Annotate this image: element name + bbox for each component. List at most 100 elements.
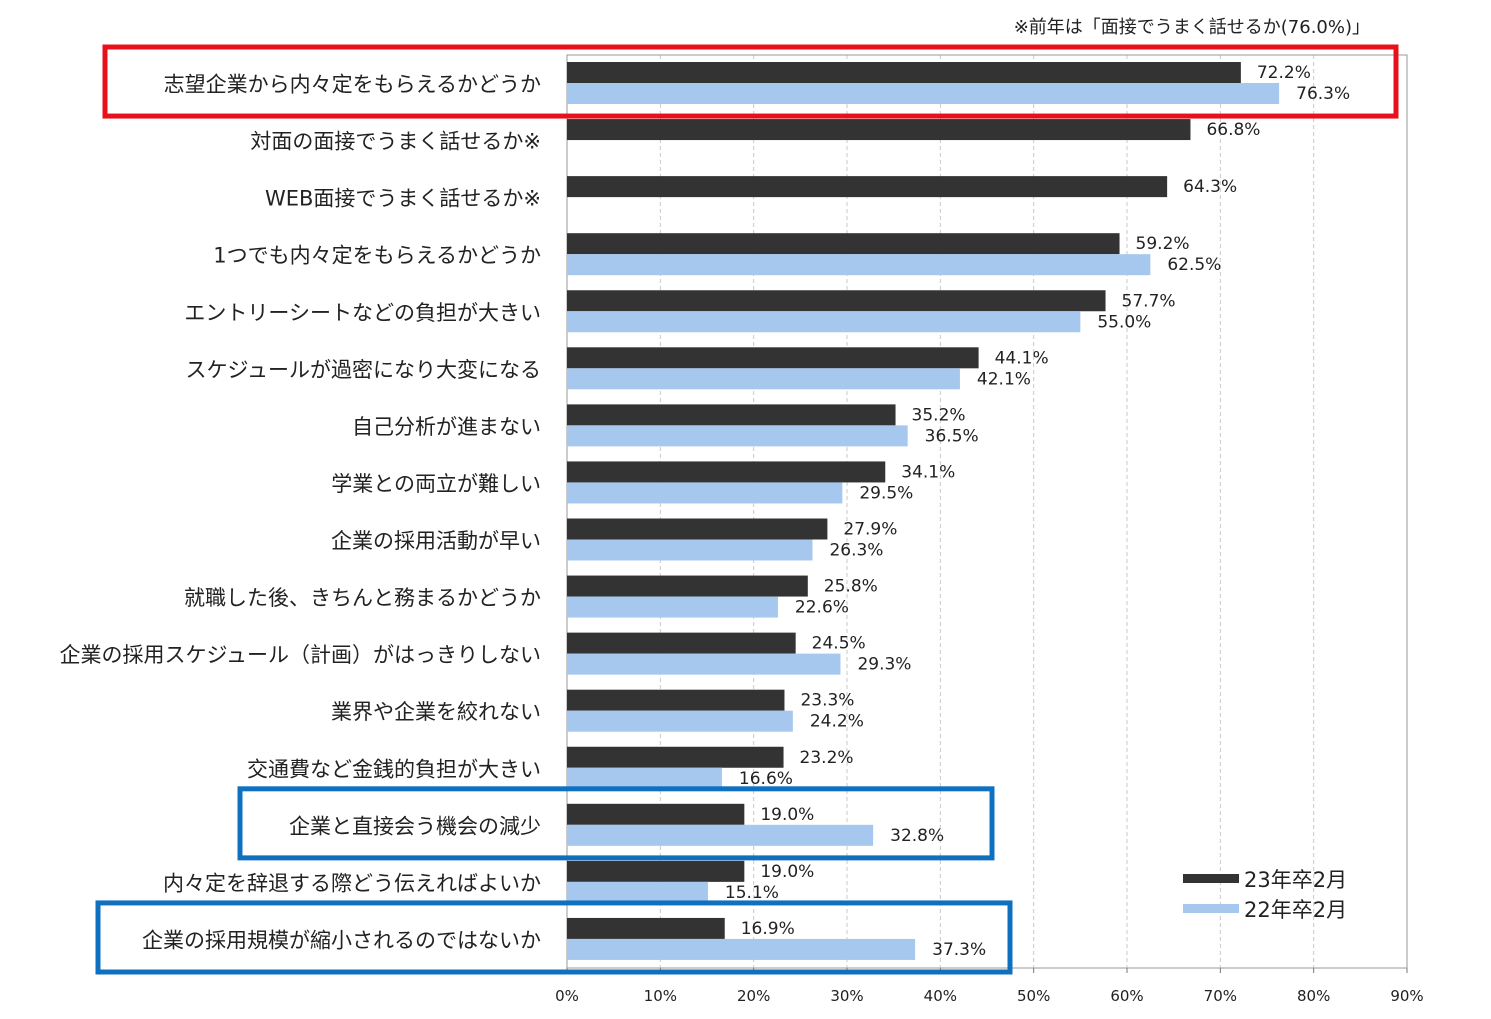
highlight-box — [95, 900, 1013, 975]
value-label: 34.1% — [901, 462, 955, 482]
grid-lines — [659, 55, 1315, 968]
value-label: 72.2% — [1257, 63, 1311, 83]
value-label: 16.6% — [739, 769, 793, 789]
value-label: 62.5% — [1167, 255, 1221, 275]
bar-series-0 — [567, 176, 1168, 198]
bar-series-0 — [567, 689, 785, 711]
chart-note: ※前年は「面接でうまく話せるか(76.0%)」 — [1014, 17, 1370, 38]
plot-frame — [566, 54, 1408, 969]
legend-swatch-23 — [1183, 874, 1239, 883]
bar-series-0 — [567, 917, 725, 939]
category-label: 学業との両立が難しい — [331, 472, 541, 496]
bar-series-0 — [567, 119, 1191, 141]
value-label: 19.0% — [760, 805, 814, 825]
bar-series-1 — [567, 653, 841, 675]
category-label: 企業と直接会う機会の減少 — [289, 814, 541, 838]
bar-series-0 — [567, 803, 745, 825]
tick-label: 20% — [737, 987, 770, 1005]
bar-series-1 — [567, 83, 1280, 104]
legend: 23年卒2月 22年卒2月 — [1183, 868, 1347, 922]
bar-series-0 — [567, 347, 979, 369]
value-label: 42.1% — [977, 369, 1031, 389]
value-label: 76.3% — [1296, 84, 1350, 104]
category-label: 志望企業から内々定をもらえるかどうか — [164, 73, 541, 97]
bar-series-1 — [567, 539, 813, 561]
bar-series-1 — [567, 881, 708, 903]
category-label: 対面の面接でうまく話せるか※ — [250, 130, 541, 154]
value-label: 19.0% — [760, 862, 814, 882]
bar-series-0 — [567, 632, 796, 654]
value-label: 66.8% — [1206, 120, 1260, 140]
value-label: 37.3% — [932, 940, 986, 960]
bar-series-1 — [567, 368, 960, 390]
value-label: 64.3% — [1183, 177, 1237, 197]
bar-series-0 — [567, 62, 1241, 83]
bar-series-0 — [567, 233, 1120, 255]
bar-series-1 — [567, 824, 874, 846]
value-label: 36.5% — [925, 426, 979, 446]
value-label: 59.2% — [1136, 234, 1190, 254]
bar-series-1 — [567, 425, 908, 447]
category-label: 企業の採用活動が早い — [331, 529, 541, 553]
value-label: 15.1% — [725, 883, 779, 903]
highlight-box — [237, 786, 995, 861]
x-axis-ticks: 0% 10% 20% 30% 40% 50% 60% 70% 80% 90% — [555, 968, 1424, 1005]
value-label: 24.2% — [810, 712, 864, 732]
tick-label: 60% — [1110, 987, 1143, 1005]
bar-series-1 — [567, 482, 843, 504]
bar-series-0 — [567, 860, 745, 882]
value-label: 26.3% — [829, 541, 883, 561]
bar-series-1 — [567, 254, 1151, 276]
value-label: 29.3% — [857, 655, 911, 675]
value-labels: 72.2%76.3% 66.8% 64.3% 59.2%62.5% 57.7%55.0%… — [725, 63, 1350, 960]
value-label: 32.8% — [890, 826, 944, 846]
value-label: 22.6% — [795, 598, 849, 618]
category-label: 企業の採用スケジュール（計画）がはっきりしない — [59, 643, 541, 667]
value-label: 29.5% — [859, 483, 913, 503]
category-label: 就職した後、きちんと務まるかどうか — [184, 586, 541, 610]
value-label: 25.8% — [824, 577, 878, 597]
category-label: スケジュールが過密になり大変になる — [185, 358, 541, 382]
category-label: 1つでも内々定をもらえるかどうか — [213, 244, 541, 268]
bar-series-0 — [567, 290, 1106, 312]
legend-label-23: 23年卒2月 — [1244, 868, 1347, 892]
tick-label: 30% — [830, 987, 863, 1005]
tick-label: 10% — [644, 987, 677, 1005]
bar-series-0 — [567, 575, 808, 597]
category-label: エントリーシートなどの負担が大きい — [184, 301, 541, 325]
bar-series-1 — [567, 710, 793, 732]
tick-label: 90% — [1390, 987, 1423, 1005]
value-label: 23.2% — [800, 748, 854, 768]
tick-label: 50% — [1017, 987, 1050, 1005]
tick-label: 70% — [1204, 987, 1237, 1005]
legend-swatch-22 — [1183, 904, 1239, 913]
value-label: 35.2% — [912, 405, 966, 425]
category-label: 内々定を辞退する際どう伝えればよいか — [163, 871, 541, 895]
bars — [567, 62, 1280, 960]
value-label: 27.9% — [843, 520, 897, 540]
category-label: 交通費など金銭的負担が大きい — [247, 757, 541, 781]
bar-series-1 — [567, 767, 722, 789]
category-label: 業界や企業を絞れない — [331, 700, 541, 724]
category-label: WEB面接でうまく話せるか※ — [265, 187, 541, 211]
bar-series-0 — [567, 746, 784, 768]
bar-series-1 — [567, 596, 778, 618]
tick-label: 0% — [555, 987, 579, 1005]
tick-label: 40% — [924, 987, 957, 1005]
legend-label-22: 22年卒2月 — [1244, 898, 1347, 922]
value-label: 44.1% — [995, 348, 1049, 368]
bar-series-1 — [567, 311, 1081, 333]
bar-series-0 — [567, 404, 896, 426]
category-label: 自己分析が進まない — [352, 415, 541, 439]
bar-series-0 — [567, 518, 828, 540]
value-label: 24.5% — [812, 634, 866, 654]
bar-series-0 — [567, 461, 886, 483]
category-label: 企業の採用規模が縮小されるのではないか — [142, 928, 541, 952]
highlight-boxes — [95, 44, 1399, 975]
tick-label: 80% — [1297, 987, 1330, 1005]
value-label: 55.0% — [1097, 312, 1151, 332]
value-label: 57.7% — [1122, 291, 1176, 311]
value-label: 23.3% — [800, 691, 854, 711]
